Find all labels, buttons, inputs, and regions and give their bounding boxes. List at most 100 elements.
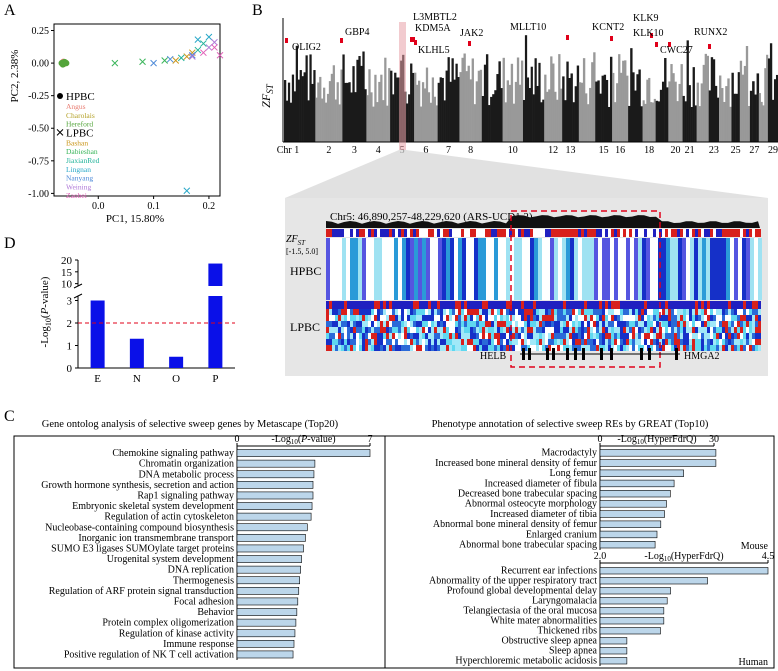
heat-cell: [713, 345, 716, 351]
heat-cell: [551, 315, 554, 321]
heat-cell: [344, 327, 347, 333]
manhattan-column: [441, 77, 444, 142]
manhattan-column: [516, 57, 520, 142]
manhattan-column: [354, 92, 357, 142]
manhattan-column: [661, 81, 665, 142]
heat-cell: [743, 301, 746, 309]
heat-cell: [518, 333, 521, 339]
heat-cell: [542, 301, 545, 309]
manhattan-column: [293, 91, 297, 142]
heat-cell: [524, 229, 527, 237]
manhattan-column: [360, 65, 363, 142]
heat-cell: [353, 345, 356, 351]
heat-cell: [716, 333, 719, 339]
pca-point-weining: [205, 44, 213, 51]
heat-cell: [713, 327, 716, 333]
heat-cell: [572, 321, 575, 327]
heat-cell: [647, 321, 650, 327]
manhattan-column: [372, 106, 375, 142]
heat-cell: [725, 345, 728, 351]
heat-cell: [557, 339, 560, 345]
heat-cell: [461, 321, 464, 327]
heat-cell: [476, 301, 479, 309]
manhattan-column: [766, 54, 769, 142]
heat-cell: [527, 229, 530, 237]
heat-cell: [749, 309, 752, 315]
heat-cell: [446, 321, 449, 327]
heat-cell: [560, 339, 563, 345]
manhattan-column: [754, 94, 757, 142]
heat-cell: [683, 315, 686, 321]
heat-cell: [635, 229, 638, 237]
heat-cell: [602, 345, 605, 351]
heat-cell: [521, 327, 524, 333]
manhattan-column: [370, 92, 373, 142]
heat-cell: [680, 309, 683, 315]
heat-cell: [362, 345, 365, 351]
heat-cell: [425, 333, 428, 339]
heat-cell: [341, 339, 344, 345]
heat-cell: [428, 321, 431, 327]
panel-label-b: B: [252, 2, 263, 19]
zoom-title: Chr5: 46,890,257-48,229,620 (ARS-UCD1.2): [330, 211, 533, 223]
heat-cell: [740, 315, 743, 321]
heat-cell: [743, 327, 746, 333]
heat-cell: [443, 327, 446, 333]
heat-cell: [716, 345, 719, 351]
manhattan-column: [324, 102, 328, 142]
heat-cell: [758, 321, 761, 327]
manhattan-column: [467, 65, 470, 142]
heat-cell: [383, 327, 386, 333]
heat-cell: [491, 309, 494, 315]
heat-cell: [365, 301, 368, 309]
heat-cell: [650, 301, 653, 309]
heat-cell: [518, 345, 521, 351]
heat-cell: [449, 315, 452, 321]
manhattan-column: [526, 77, 530, 142]
heat-cell: [350, 238, 354, 300]
heat-cell: [644, 327, 647, 333]
c-bar: [599, 449, 717, 457]
heat-cell: [629, 301, 632, 309]
heat-cell: [632, 301, 635, 309]
heat-cell: [521, 301, 524, 309]
heat-cell: [461, 315, 464, 321]
manhattan-column: [702, 64, 705, 142]
c-xtick-label: 0: [235, 434, 240, 445]
heat-cell: [755, 301, 758, 309]
manhattan-column: [368, 69, 371, 142]
manhattan-column: [321, 98, 324, 142]
c-bar: [599, 597, 668, 605]
heat-cell: [614, 238, 618, 300]
c-category-label: Abnormal osteocyte morphology: [465, 499, 597, 510]
manhattan-column: [319, 76, 322, 142]
heat-cell: [425, 327, 428, 333]
heat-cell: [662, 301, 665, 309]
d-ytick-label: 20: [61, 255, 73, 267]
heat-cell: [716, 327, 719, 333]
heat-cell: [683, 321, 686, 327]
heat-cell: [365, 333, 368, 339]
heat-cell: [725, 321, 728, 327]
heat-cell: [440, 327, 443, 333]
heat-cell: [413, 309, 416, 315]
heat-cell: [536, 315, 539, 321]
heat-cell: [374, 339, 377, 345]
heat-cell: [374, 321, 377, 327]
heat-cell: [698, 309, 701, 315]
manhattan-column: [650, 102, 653, 142]
manhattan-column: [332, 65, 335, 142]
heat-cell: [674, 315, 677, 321]
heat-cell: [402, 238, 406, 300]
heat-cell: [512, 345, 515, 351]
manhattan-column: [502, 57, 505, 142]
heat-cell: [560, 229, 563, 237]
heat-cell: [737, 321, 740, 327]
heat-cell: [434, 238, 438, 300]
heat-cell: [413, 333, 416, 339]
heat-cell: [440, 315, 443, 321]
heat-cell: [608, 333, 611, 339]
heat-cell: [392, 345, 395, 351]
heat-cell: [692, 345, 695, 351]
c-category-label: White mater abnormalities: [490, 616, 597, 627]
